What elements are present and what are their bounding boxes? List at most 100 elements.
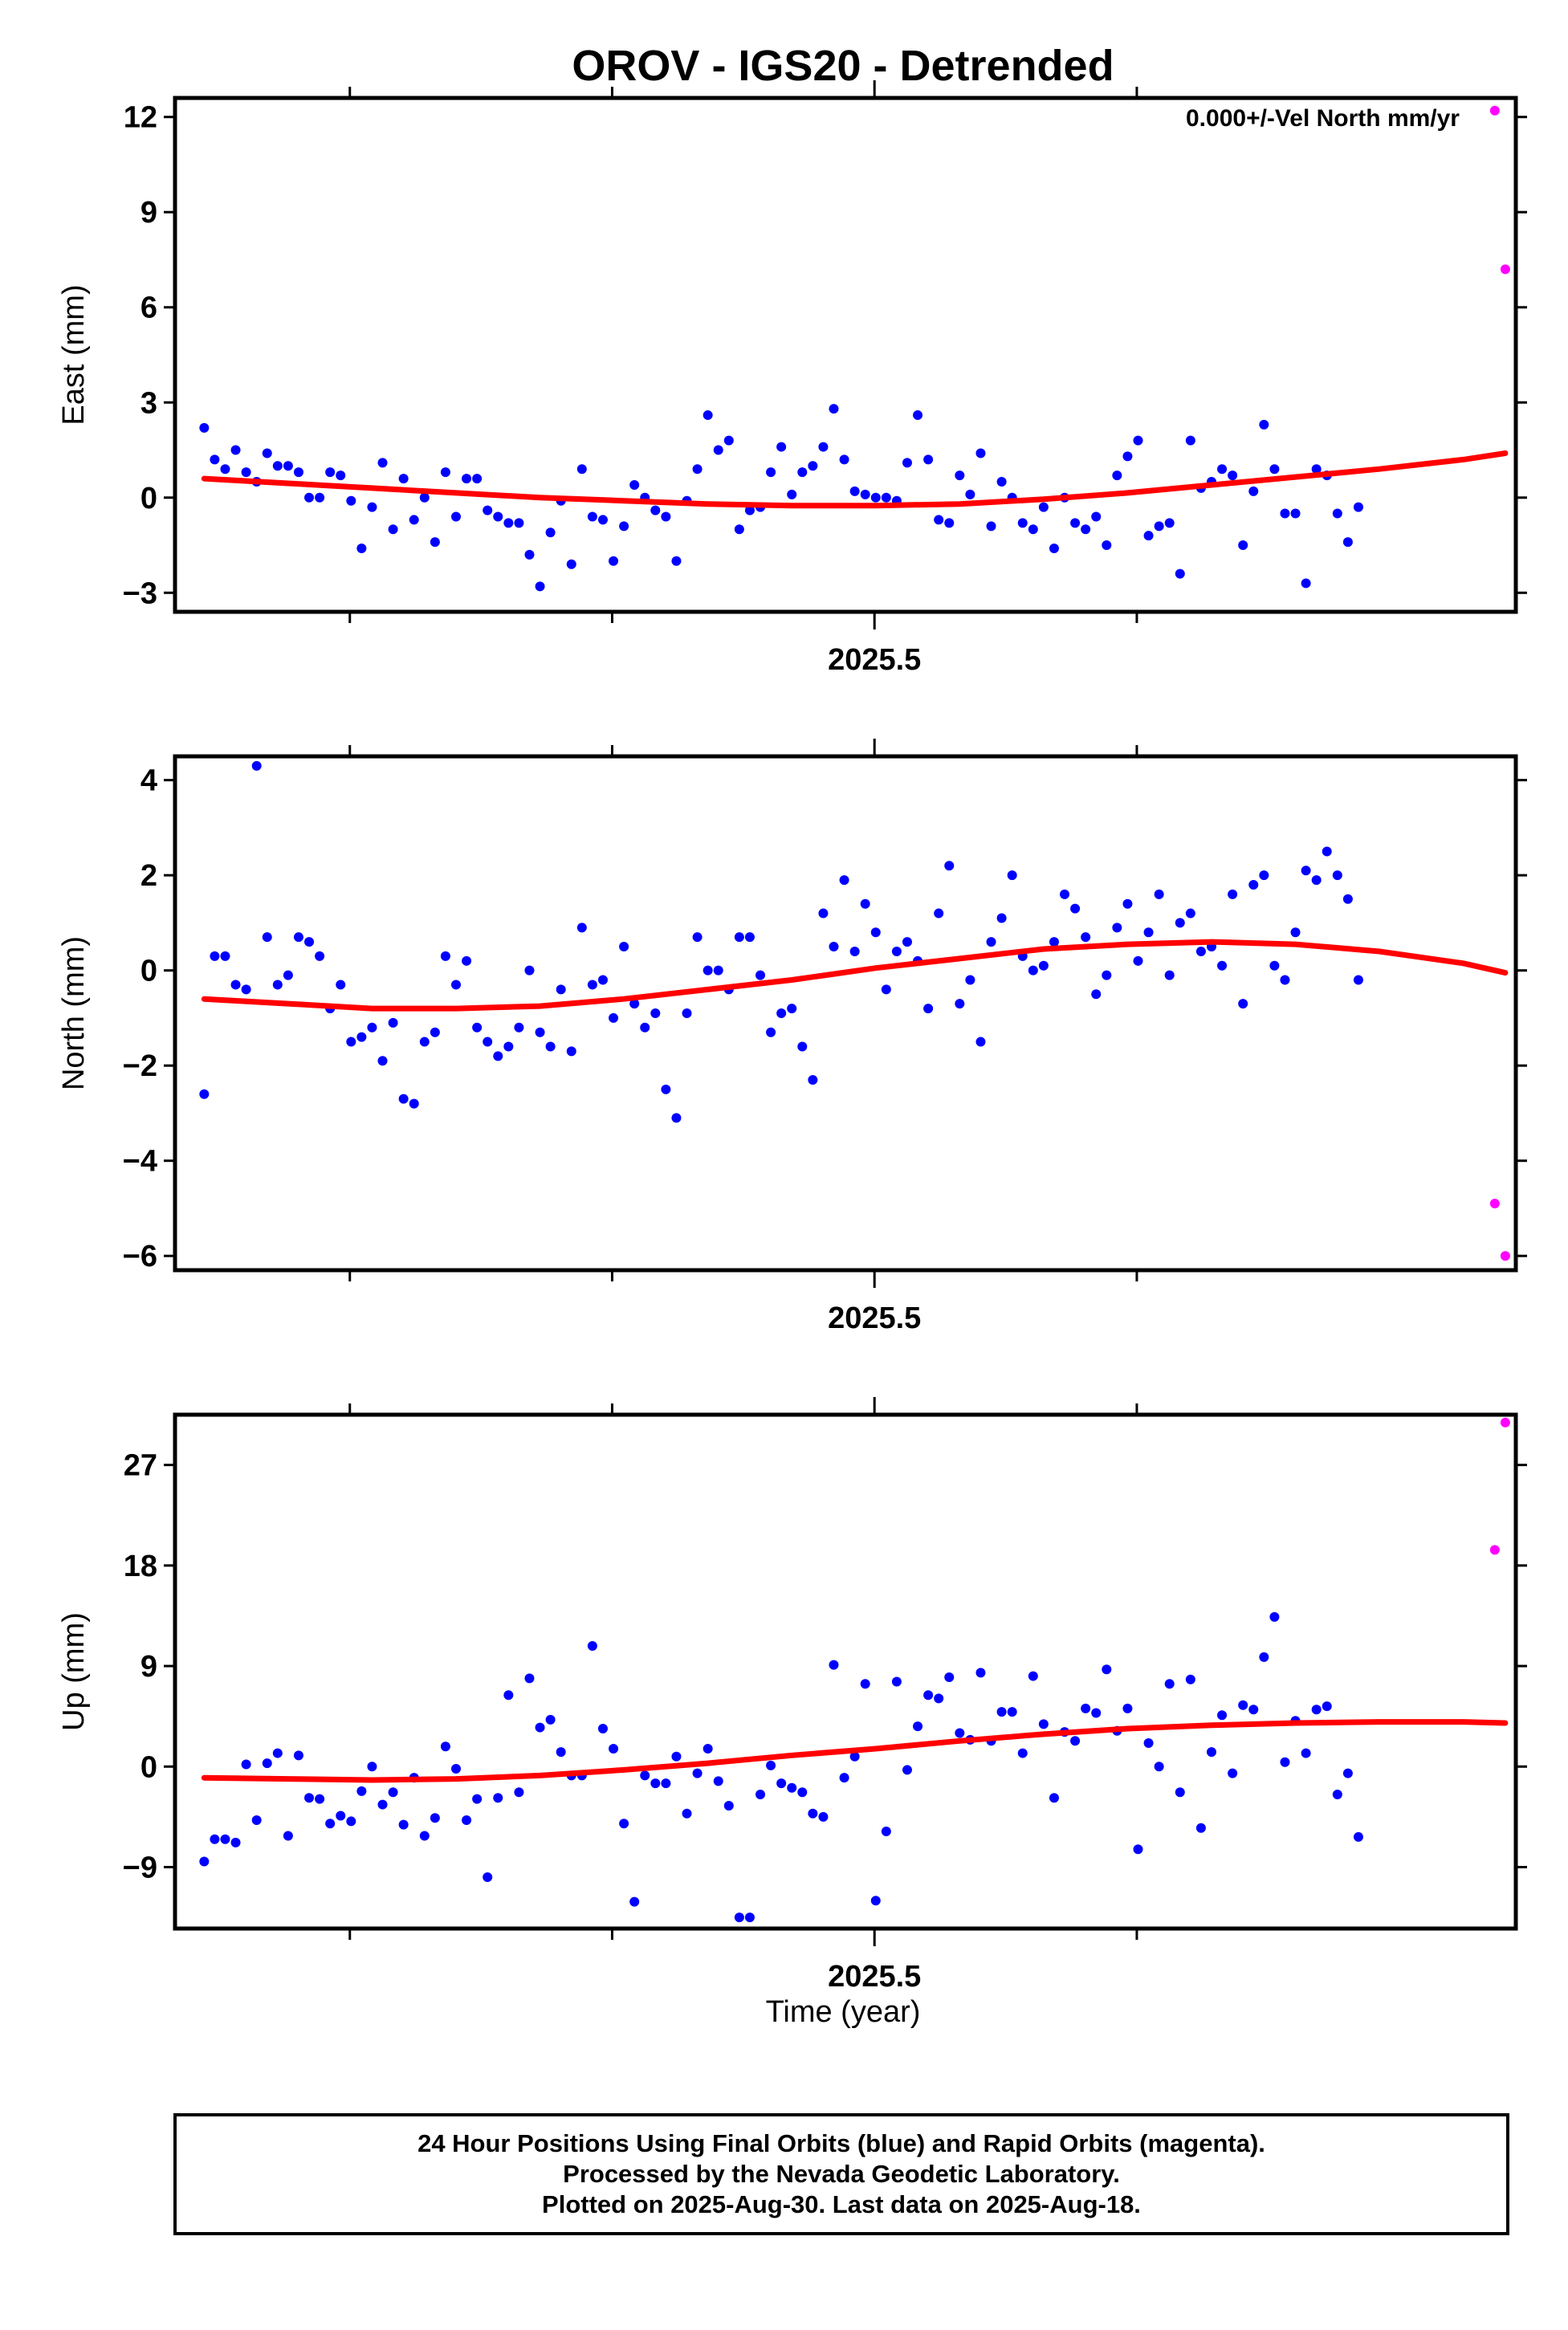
panel-3: 27 18 9 0 −9 2025.5 Up (mm) <box>57 1397 1527 1994</box>
final-orbit-point <box>220 464 230 475</box>
final-orbit-point <box>692 1768 703 1778</box>
y-tick-label: 12 <box>124 101 157 135</box>
final-orbit-point <box>440 467 450 478</box>
final-orbit-point <box>241 1759 251 1770</box>
final-orbit-point <box>304 492 315 503</box>
plot-frame <box>173 754 1518 1273</box>
final-orbit-point <box>849 1751 860 1762</box>
final-orbit-point <box>1217 1710 1228 1721</box>
final-orbit-point <box>472 1022 483 1033</box>
final-orbit-point <box>556 984 566 995</box>
final-orbit-point <box>818 442 829 452</box>
final-orbit-point <box>1195 946 1206 956</box>
final-orbit-point <box>535 1722 545 1733</box>
final-orbit-point <box>388 1787 398 1798</box>
final-orbit-point <box>1248 880 1259 890</box>
panel-1: 12 9 6 3 0 −3 2025.5 East (mm) 0.000+/-Vel North… <box>57 80 1527 677</box>
final-orbit-point <box>1280 975 1290 985</box>
final-orbit-point <box>304 937 315 947</box>
final-orbit-point <box>1185 1674 1195 1684</box>
final-orbit-point <box>356 1032 367 1042</box>
rapid-orbit-point <box>1500 1417 1510 1428</box>
final-orbit-point <box>891 946 902 956</box>
final-orbit-point <box>734 932 744 943</box>
final-orbit-point <box>524 549 535 560</box>
y-axis-label: Up (mm) <box>57 1612 91 1731</box>
final-orbit-point <box>1238 999 1248 1009</box>
final-orbit-point <box>576 464 587 475</box>
final-orbit-point <box>1112 923 1122 933</box>
y-tick-label: −2 <box>123 1049 157 1083</box>
final-orbit-point <box>409 515 419 525</box>
y-tick-label: 4 <box>141 764 157 798</box>
final-orbit-point <box>262 448 272 458</box>
final-orbit-point <box>398 1819 409 1830</box>
final-orbit-point <box>1154 521 1164 532</box>
final-orbit-point <box>450 511 461 522</box>
final-orbit-point <box>996 477 1007 487</box>
final-orbit-point <box>1038 502 1049 512</box>
y-tick-label: 0 <box>141 955 157 988</box>
final-orbit-point <box>483 1037 493 1047</box>
final-orbit-series <box>199 404 1363 592</box>
final-orbit-point <box>1143 927 1154 938</box>
final-orbit-point <box>849 946 860 956</box>
final-orbit-point <box>440 951 450 961</box>
final-orbit-point <box>419 1831 430 1841</box>
final-orbit-point <box>1028 965 1038 976</box>
final-orbit-point <box>1017 1748 1028 1758</box>
final-orbit-point <box>818 908 829 919</box>
final-orbit-point <box>587 1641 597 1651</box>
final-orbit-point <box>1017 518 1028 528</box>
final-orbit-point <box>1290 508 1301 519</box>
rapid-orbit-series <box>1489 1199 1510 1261</box>
final-orbit-point <box>975 1668 986 1678</box>
plot-frame <box>173 96 1518 614</box>
final-orbit-point <box>944 518 955 528</box>
final-orbit-point <box>419 1037 430 1047</box>
final-orbit-point <box>1164 518 1175 528</box>
final-orbit-point <box>934 515 944 525</box>
final-orbit-point <box>923 1004 934 1014</box>
final-orbit-point <box>955 470 965 481</box>
final-orbit-point <box>597 515 608 525</box>
rapid-orbit-series <box>1489 1417 1510 1555</box>
final-orbit-point <box>210 1834 220 1844</box>
final-orbit-point <box>199 1089 210 1099</box>
final-orbit-point <box>524 1673 535 1684</box>
final-orbit-point <box>493 511 503 522</box>
final-orbit-point <box>839 454 849 465</box>
final-orbit-point <box>944 861 955 871</box>
final-orbit-point <box>849 486 860 496</box>
final-orbit-point <box>409 1098 419 1109</box>
final-orbit-point <box>913 1721 923 1732</box>
final-orbit-point <box>609 1012 619 1023</box>
x-tick-label: 2025.5 <box>828 1301 921 1335</box>
final-orbit-point <box>514 1022 524 1033</box>
final-orbit-point <box>1311 1705 1322 1715</box>
y-tick-label: 0 <box>141 482 157 515</box>
y-tick-label: 9 <box>141 1650 157 1684</box>
final-orbit-point <box>1081 524 1091 535</box>
rapid-orbit-point <box>1489 105 1500 116</box>
final-orbit-point <box>1102 1664 1112 1675</box>
final-orbit-point <box>944 1672 955 1682</box>
final-orbit-point <box>1301 578 1311 589</box>
final-orbit-point <box>1049 543 1059 553</box>
final-orbit-point <box>346 1816 356 1827</box>
y-tick-label: 18 <box>124 1550 157 1583</box>
final-orbit-point <box>514 1787 524 1798</box>
final-orbit-point <box>1122 898 1133 909</box>
final-orbit-point <box>1259 419 1269 430</box>
final-orbit-point <box>1133 435 1143 446</box>
final-orbit-point <box>797 467 808 478</box>
final-orbit-point <box>650 1008 661 1018</box>
final-orbit-point <box>556 1747 566 1758</box>
final-orbit-point <box>744 932 755 943</box>
final-orbit-point <box>881 1826 891 1836</box>
final-orbit-point <box>1353 1831 1363 1842</box>
final-orbit-point <box>1070 903 1081 914</box>
final-orbit-point <box>692 932 703 943</box>
final-orbit-point <box>220 1834 230 1844</box>
final-orbit-point <box>1091 1708 1102 1718</box>
